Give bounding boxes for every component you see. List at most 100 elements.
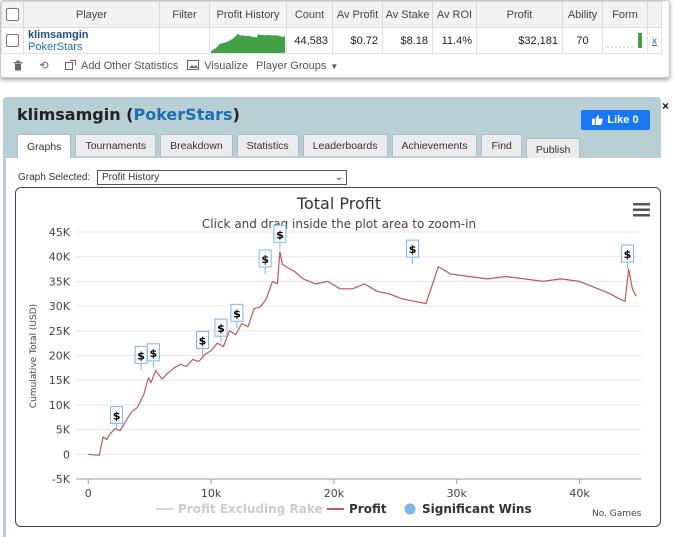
add-other-statistics-label: Add Other Statistics <box>81 60 179 72</box>
chart-legend: Profit Excluding Rake Profit Significant… <box>156 502 532 516</box>
legend-item-profit[interactable]: Profit <box>327 502 387 516</box>
profit-chart[interactable]: Total Profit Click and drag inside the p… <box>16 188 662 528</box>
col-header-av-stake[interactable]: Av Stake <box>382 1 433 28</box>
y-tick-label: 35K <box>49 275 71 288</box>
legend-item-significant-wins[interactable]: Significant Wins <box>404 502 532 516</box>
tab-graphs[interactable]: Graphs <box>17 134 72 158</box>
chart-container[interactable]: Total Profit Click and drag inside the p… <box>15 187 661 527</box>
significant-win-flag <box>110 406 124 425</box>
y-tick-label: 10K <box>49 399 71 412</box>
tab-leaderboards[interactable]: Leaderboards <box>302 134 388 156</box>
significant-win-label: $ <box>409 243 417 256</box>
profit-history-cell <box>209 27 287 54</box>
col-header-count[interactable]: Count <box>286 1 333 28</box>
col-header-filter[interactable]: Filter <box>159 1 210 28</box>
x-tick-label: 40k <box>569 487 590 500</box>
caret-down-icon: ▼ <box>330 61 339 71</box>
x-tick-label: 0 <box>85 487 92 500</box>
panel-title: klimsamgin (PokerStars) <box>17 105 240 124</box>
col-header-av-roi[interactable]: Av ROI <box>432 1 477 28</box>
significant-win-flag <box>620 244 634 263</box>
tab-find[interactable]: Find <box>481 134 522 156</box>
filter-cell[interactable] <box>159 27 210 54</box>
significant-win-marker: $ <box>406 239 420 265</box>
chart-title: Total Profit <box>296 194 381 213</box>
graph-select-label: Graph Selected: <box>18 172 91 183</box>
significant-win-flag <box>196 331 210 349</box>
refresh-button[interactable]: ⟲ <box>37 60 55 72</box>
add-other-statistics-button[interactable]: Add Other Statistics <box>63 60 178 72</box>
stats-toolbar: ⟲ Add Other Statistics Visualize Player … <box>1 55 669 77</box>
x-tick-label: 10k <box>201 487 222 500</box>
significant-win-label: $ <box>217 322 225 335</box>
stats-table: Player Filter Profit History Count Av Pr… <box>1 1 662 54</box>
form-cell <box>602 27 648 54</box>
player-site-link[interactable]: PokerStars <box>28 40 83 53</box>
y-tick-label: 20K <box>49 350 71 363</box>
y-axis-label: Cumulative Total (USD) <box>29 304 39 408</box>
x-tick-label: 30k <box>447 487 468 500</box>
y-tick-label: 15K <box>49 374 71 387</box>
delete-button[interactable] <box>11 60 29 72</box>
external-window-icon <box>63 60 77 72</box>
player-cell: klimsamgin PokerStars <box>23 27 160 54</box>
image-icon <box>186 60 200 72</box>
facebook-like-button[interactable]: Like 0 <box>581 110 650 130</box>
significant-win-flag <box>230 303 244 322</box>
legend-item-profit-excluding-rake[interactable]: Profit Excluding Rake <box>156 502 323 516</box>
y-tick-label: 45K <box>49 226 71 239</box>
thumbs-up-icon <box>592 115 604 125</box>
chart-menu-icon[interactable] <box>633 203 650 217</box>
col-header-profit[interactable]: Profit <box>476 1 563 28</box>
count-cell: 44,583 <box>286 27 333 54</box>
x-tick-label: 20k <box>324 487 345 500</box>
col-header-spacer <box>647 1 662 28</box>
significant-win-label: $ <box>199 335 207 348</box>
col-header-player[interactable]: Player <box>23 1 160 28</box>
graph-select-dropdown[interactable]: Profit History ⌄ <box>97 170 347 185</box>
av-stake-cell: $8.18 <box>382 27 433 54</box>
ability-cell: 70 <box>562 27 603 54</box>
legend-label-profit-excluding-rake: Profit Excluding Rake <box>178 502 323 516</box>
tab-breakdown[interactable]: Breakdown <box>160 134 233 156</box>
panel-site-link[interactable]: PokerStars <box>133 105 233 124</box>
profit-sparkline <box>211 32 285 53</box>
col-header-form[interactable]: Form <box>602 1 648 28</box>
like-label: Like 0 <box>607 114 639 126</box>
stats-panel: Player Filter Profit History Count Av Pr… <box>0 0 670 78</box>
significant-win-label: $ <box>150 347 158 360</box>
significant-win-label: $ <box>261 253 269 266</box>
col-header-ability[interactable]: Ability <box>562 1 603 28</box>
col-header-profit-history[interactable]: Profit History <box>209 1 287 28</box>
player-name-link[interactable]: klimsamgin <box>28 28 89 41</box>
form-sparkline <box>607 33 642 48</box>
significant-win-flag <box>406 239 420 258</box>
panel-tabs: Graphs Tournaments Breakdown Statistics … <box>17 134 584 160</box>
visualize-button[interactable]: Visualize <box>186 60 248 72</box>
significant-win-flag <box>258 249 272 268</box>
significant-win-marker: $ <box>273 224 287 250</box>
remove-player-link[interactable]: x <box>652 35 657 47</box>
y-tick-label: 0 <box>63 448 70 461</box>
close-panel-button[interactable]: × <box>662 99 670 113</box>
tab-achievements[interactable]: Achievements <box>391 134 478 156</box>
legend-label-profit: Profit <box>349 502 387 516</box>
col-header-av-profit[interactable]: Av Profit <box>332 1 383 28</box>
significant-win-label: $ <box>113 410 121 423</box>
row-checkbox[interactable] <box>1 27 24 54</box>
refresh-icon: ⟲ <box>39 60 49 72</box>
select-all-checkbox[interactable] <box>1 1 24 28</box>
tab-publish[interactable]: Publish <box>525 138 581 160</box>
significant-win-label: $ <box>233 307 241 320</box>
graph-select-value: Profit History <box>102 172 160 183</box>
tab-tournaments[interactable]: Tournaments <box>75 134 157 156</box>
x-axis-label: No. Games <box>592 509 642 519</box>
tab-statistics[interactable]: Statistics <box>236 134 299 156</box>
significant-win-flag <box>146 343 160 362</box>
player-groups-dropdown[interactable]: Player Groups ▼ <box>256 60 338 72</box>
significant-win-label: $ <box>137 349 145 362</box>
av-profit-cell: $0.72 <box>332 27 383 54</box>
y-tick-label: 5K <box>56 424 71 437</box>
significant-win-marker: $ <box>134 345 148 371</box>
chevron-down-icon: ⌄ <box>334 172 343 183</box>
